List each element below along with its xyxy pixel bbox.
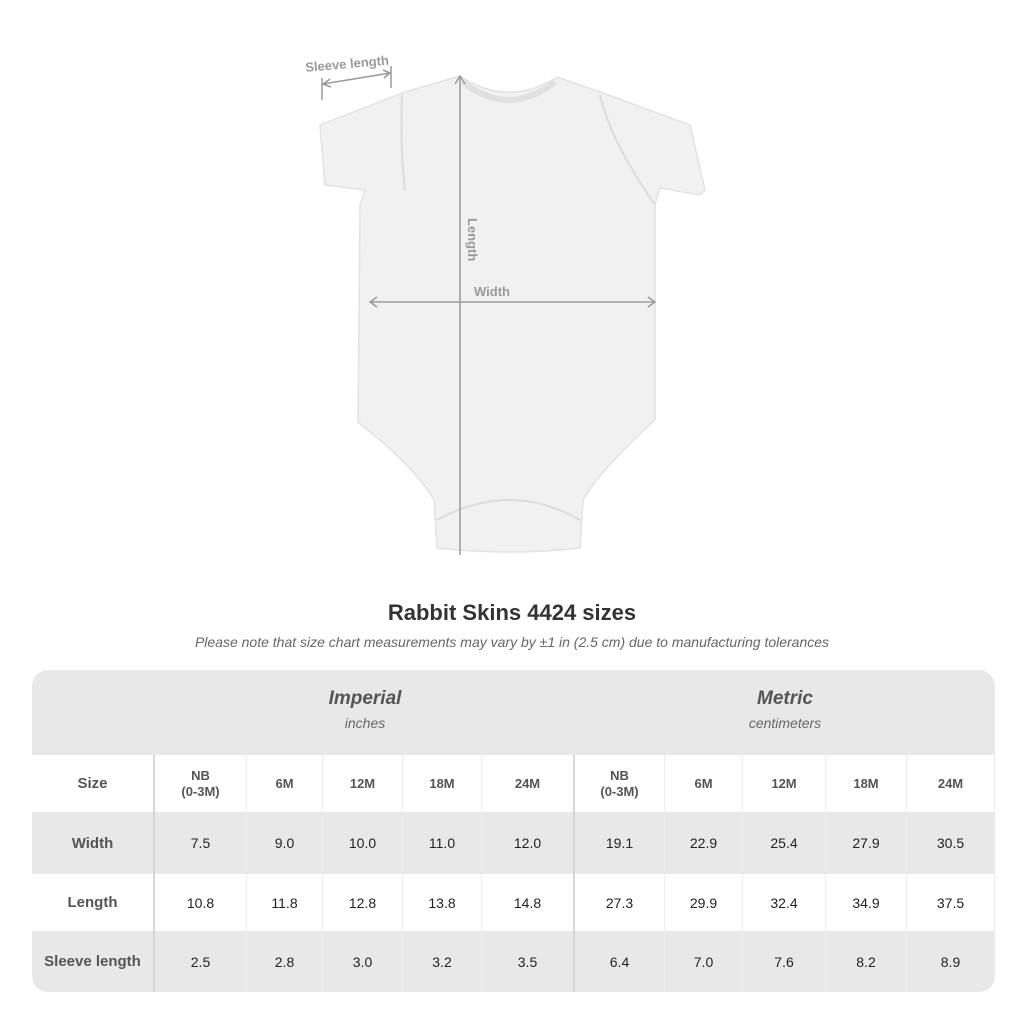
size-label: Size — [32, 755, 155, 812]
imperial-value-cell: 12.8 — [323, 874, 403, 931]
metric-value-cell: 22.9 — [665, 812, 743, 874]
page-title: Rabbit Skins 4424 sizes — [387, 600, 637, 625]
width-label: Width — [474, 284, 510, 299]
tolerance-note: Please note that size chart measurements… — [194, 634, 830, 650]
metric-unit: centimeters — [748, 715, 822, 731]
imperial-value-cell: 7.5 — [155, 812, 247, 874]
row-label: Width — [32, 812, 155, 874]
imperial-size-header: 12M — [323, 755, 403, 812]
unit-header-row: Imperial inches Metric centimeters — [32, 670, 995, 755]
imperial-header: Imperial inches — [155, 670, 575, 755]
metric-value-cell: 6.4 — [575, 931, 665, 992]
size-table: Imperial inches Metric centimeters Size N… — [32, 670, 995, 992]
imperial-value-cell: 3.2 — [403, 931, 482, 992]
onesie-measurement-diagram: Sleeve length Length Width — [305, 53, 706, 555]
imperial-value-cell: 9.0 — [247, 812, 323, 874]
imperial-size-header: 18M — [403, 755, 482, 812]
metric-size-header: 6M — [665, 755, 743, 812]
imperial-value-cell: 10.0 — [323, 812, 403, 874]
row-label: Sleeve length — [32, 931, 155, 992]
imperial-size-header: 6M — [247, 755, 323, 812]
metric-value-cell: 25.4 — [743, 812, 826, 874]
imperial-size-header: NB (0-3M) — [155, 755, 247, 812]
imperial-value-cell: 2.8 — [247, 931, 323, 992]
metric-value-cell: 7.6 — [743, 931, 826, 992]
imperial-value-cell: 11.8 — [247, 874, 323, 931]
metric-size-header: NB (0-3M) — [575, 755, 665, 812]
metric-value-cell: 8.2 — [826, 931, 907, 992]
imperial-unit: inches — [344, 715, 386, 731]
imperial-value-cell: 13.8 — [403, 874, 482, 931]
onesie-collar — [461, 79, 557, 103]
metric-value-cell: 32.4 — [743, 874, 826, 931]
metric-value-cell: 34.9 — [826, 874, 907, 931]
metric-value-cell: 27.9 — [826, 812, 907, 874]
imperial-value-cell: 3.0 — [323, 931, 403, 992]
metric-title: Metric — [757, 688, 813, 709]
imperial-value-cell: 12.0 — [482, 812, 575, 874]
metric-size-header: 18M — [826, 755, 907, 812]
imperial-value-cell: 11.0 — [403, 812, 482, 874]
metric-value-cell: 29.9 — [665, 874, 743, 931]
imperial-value-cell: 14.8 — [482, 874, 575, 931]
metric-value-cell: 7.0 — [665, 931, 743, 992]
metric-value-cell: 27.3 — [575, 874, 665, 931]
metric-value-cell: 19.1 — [575, 812, 665, 874]
metric-value-cell: 37.5 — [907, 874, 995, 931]
table-row: Width 7.5 9.0 10.0 11.0 12.0 19.1 22.9 25.4 27.9 3… — [32, 812, 995, 874]
size-header-row: Size NB (0-3M) 6M 12M 18M 24M NB (0-3M) 6M 12M 18… — [32, 755, 995, 812]
imperial-value-cell: 3.5 — [482, 931, 575, 992]
metric-size-header: 12M — [743, 755, 826, 812]
metric-size-header: 24M — [907, 755, 995, 812]
metric-value-cell: 30.5 — [907, 812, 995, 874]
table-row: Length 10.8 11.8 12.8 13.8 14.8 27.3 29.9 32.4 34… — [32, 874, 995, 931]
length-label: Length — [465, 218, 480, 261]
imperial-title: Imperial — [328, 688, 402, 709]
imperial-value-cell: 10.8 — [155, 874, 247, 931]
table-row: Sleeve length 2.5 2.8 3.0 3.2 3.5 6.4 7.0 7.6 8.2… — [32, 931, 995, 992]
sleeve-length-label: Sleeve length — [305, 53, 390, 75]
metric-value-cell: 8.9 — [907, 931, 995, 992]
imperial-size-header: 24M — [482, 755, 575, 812]
row-label: Length — [32, 874, 155, 931]
metric-header: Metric centimeters — [575, 670, 995, 755]
onesie-shape — [319, 75, 706, 553]
imperial-value-cell: 2.5 — [155, 931, 247, 992]
